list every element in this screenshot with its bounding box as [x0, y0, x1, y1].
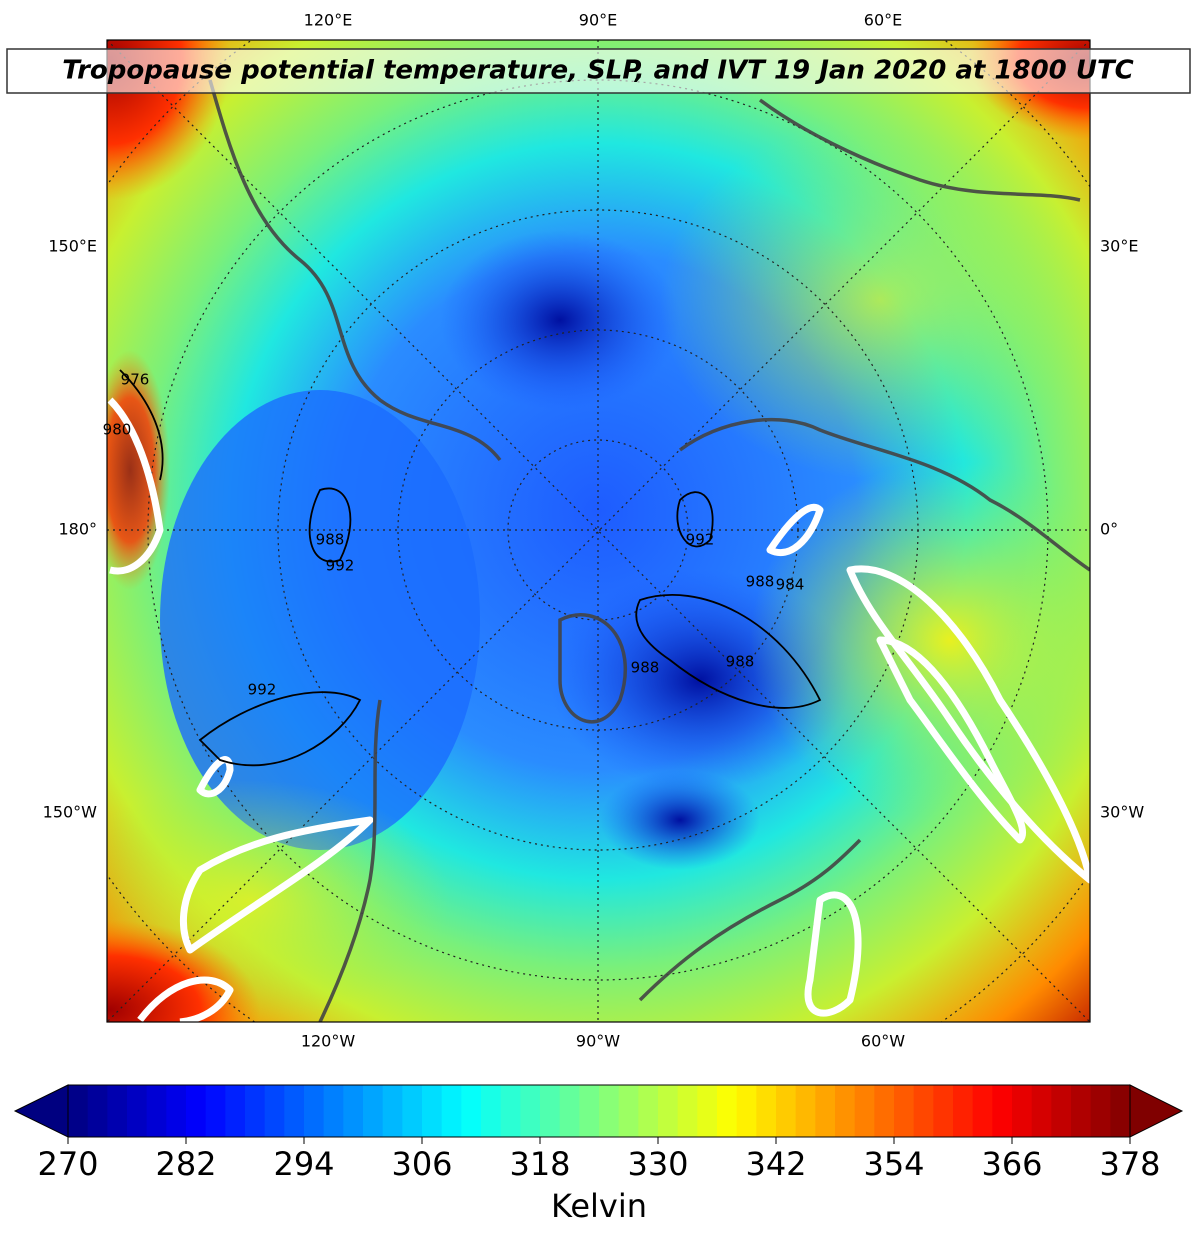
longitude-label: 30°W: [1100, 803, 1144, 822]
colorbar-swatch: [225, 1085, 246, 1137]
contour-label: 992: [686, 531, 715, 549]
colorbar-swatch: [992, 1085, 1013, 1137]
longitude-label: 30°E: [1100, 237, 1138, 256]
colorbar-frame: [67, 1084, 1131, 1138]
colorbar-swatch: [500, 1085, 521, 1137]
colorbar-swatch: [1012, 1085, 1033, 1137]
colorbar-swatch: [933, 1085, 954, 1137]
colorbar-swatch: [481, 1085, 502, 1137]
colorbar-swatch: [245, 1085, 266, 1137]
colorbar-swatch: [874, 1085, 895, 1137]
colorbar-swatch: [972, 1085, 993, 1137]
colorbar-label: Kelvin: [551, 1187, 647, 1225]
colorbar-swatch: [402, 1085, 423, 1137]
longitude-label: 150°E: [48, 237, 97, 256]
colorbar-swatch: [323, 1085, 344, 1137]
contour-label: 984: [776, 576, 805, 594]
colorbar-swatch: [166, 1085, 187, 1137]
colorbar-swatch: [815, 1085, 836, 1137]
colorbar-tick-label: 378: [1099, 1145, 1160, 1183]
colorbar-swatch: [697, 1085, 718, 1137]
colorbar-swatch: [599, 1085, 620, 1137]
colorbar-swatch: [1090, 1085, 1111, 1137]
colorbar-swatch: [736, 1085, 757, 1137]
colorbar-tick-label: 294: [273, 1145, 334, 1183]
colorbar-swatch: [559, 1085, 580, 1137]
colorbar-swatch: [461, 1085, 482, 1137]
colorbar-swatch: [658, 1085, 679, 1137]
colorbar-swatch: [264, 1085, 285, 1137]
colorbar-swatch: [913, 1085, 934, 1137]
colorbar-swatch: [540, 1085, 561, 1137]
colorbar-tick-label: 318: [509, 1145, 570, 1183]
colorbar-swatch: [776, 1085, 797, 1137]
colorbar-swatch: [127, 1085, 148, 1137]
colorbar-swatch: [422, 1085, 443, 1137]
colorbar-swatch: [854, 1085, 875, 1137]
colorbar-swatch: [441, 1085, 462, 1137]
colorbar-swatch: [1110, 1085, 1131, 1137]
longitude-label: 180°: [58, 520, 97, 539]
colorbar-tick-label: 306: [391, 1145, 452, 1183]
contour-label: 988: [726, 653, 755, 671]
contour-label: 988: [746, 573, 775, 591]
contour-label: 976: [121, 371, 150, 389]
colorbar-swatch: [146, 1085, 167, 1137]
colorbar-swatch: [205, 1085, 226, 1137]
colorbar-swatch: [186, 1085, 207, 1137]
colorbar-tick-label: 282: [155, 1145, 216, 1183]
longitude-label: 120°W: [301, 1032, 356, 1051]
colorbar-swatch: [953, 1085, 974, 1137]
colorbar-swatch: [1031, 1085, 1052, 1137]
longitude-label: 0°: [1100, 520, 1118, 539]
colorbar-tick-label: 354: [863, 1145, 924, 1183]
colorbar-swatch: [579, 1085, 600, 1137]
colorbar-swatch: [520, 1085, 541, 1137]
longitude-label: 90°E: [579, 11, 617, 30]
colorbar-swatch: [87, 1085, 108, 1137]
colorbar-swatch: [1051, 1085, 1072, 1137]
map-field: [107, 40, 1090, 1022]
title-box: [6, 48, 1191, 94]
colorbar-swatch: [284, 1085, 305, 1137]
longitude-label: 60°W: [861, 1032, 905, 1051]
colorbar-tick-label: 366: [981, 1145, 1042, 1183]
colorbar-swatch: [894, 1085, 915, 1137]
colorbar-extend-low: [13, 1084, 69, 1138]
colorbar-tick-label: 330: [627, 1145, 688, 1183]
contour-label: 988: [316, 531, 345, 549]
longitude-label: 90°W: [576, 1032, 620, 1051]
colorbar-swatch: [363, 1085, 384, 1137]
map-frame: [106, 39, 1091, 1023]
contour-label: 992: [248, 681, 277, 699]
colorbar-swatch: [795, 1085, 816, 1137]
contour-label: 980: [103, 421, 132, 439]
colorbar-swatch: [677, 1085, 698, 1137]
colorbar-extend-high: [1129, 1084, 1184, 1138]
colorbar-swatch: [68, 1085, 89, 1137]
colorbar-swatch: [638, 1085, 659, 1137]
longitude-label: 150°W: [43, 803, 98, 822]
colorbar-swatch: [835, 1085, 856, 1137]
colorbar-swatch: [1071, 1085, 1092, 1137]
colorbar-swatch: [107, 1085, 128, 1137]
colorbar-swatch: [756, 1085, 777, 1137]
colorbar-tick-label: 342: [745, 1145, 806, 1183]
colorbar-tick-label: 270: [37, 1145, 98, 1183]
contour-label: 988: [631, 659, 660, 677]
title: Tropopause potential temperature, SLP, a…: [62, 56, 1134, 86]
colorbar-swatch: [304, 1085, 325, 1137]
contour-label: 992: [326, 557, 355, 575]
colorbar-swatch: [382, 1085, 403, 1137]
colorbar-swatch: [618, 1085, 639, 1137]
longitude-label: 60°E: [864, 11, 902, 30]
longitude-label: 120°E: [304, 11, 353, 30]
colorbar-swatch: [343, 1085, 364, 1137]
colorbar-swatch: [717, 1085, 738, 1137]
